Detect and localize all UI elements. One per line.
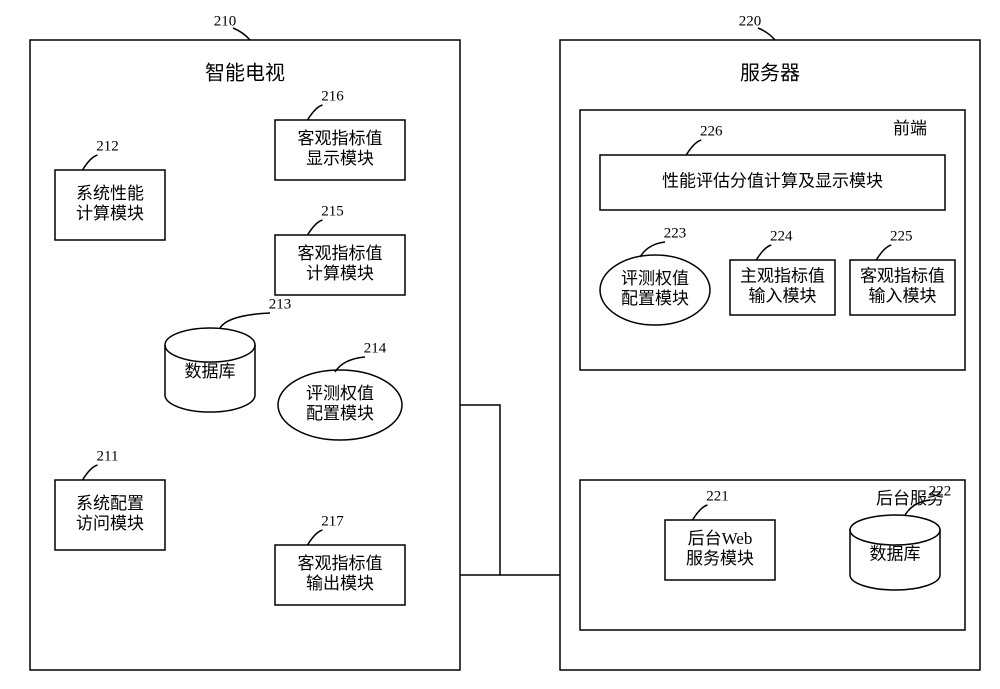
svg-text:评测权值: 评测权值 xyxy=(621,269,689,288)
svg-text:输入模块: 输入模块 xyxy=(749,286,817,305)
svg-text:213: 213 xyxy=(269,296,292,312)
svg-text:数据库: 数据库 xyxy=(185,362,236,381)
svg-text:客观指标值: 客观指标值 xyxy=(298,244,383,263)
svg-text:输入模块: 输入模块 xyxy=(869,286,937,305)
svg-text:225: 225 xyxy=(890,228,913,244)
svg-text:后台Web: 后台Web xyxy=(688,529,753,548)
svg-text:访问模块: 访问模块 xyxy=(76,514,144,533)
svg-text:210: 210 xyxy=(214,13,237,29)
svg-text:服务器: 服务器 xyxy=(740,62,800,85)
svg-text:系统性能: 系统性能 xyxy=(76,184,144,203)
svg-text:222: 222 xyxy=(929,483,952,499)
svg-text:217: 217 xyxy=(321,513,344,529)
svg-text:220: 220 xyxy=(739,13,762,29)
svg-text:智能电视: 智能电视 xyxy=(205,62,285,85)
svg-text:服务模块: 服务模块 xyxy=(686,549,754,568)
svg-text:211: 211 xyxy=(97,448,119,464)
svg-text:评测权值: 评测权值 xyxy=(306,384,374,403)
svg-text:计算模块: 计算模块 xyxy=(306,264,374,283)
svg-text:214: 214 xyxy=(364,340,387,356)
svg-text:前端: 前端 xyxy=(893,119,927,138)
svg-text:配置模块: 配置模块 xyxy=(306,404,374,423)
svg-text:输出模块: 输出模块 xyxy=(306,574,374,593)
svg-text:215: 215 xyxy=(321,203,344,219)
svg-text:客观指标值: 客观指标值 xyxy=(860,266,945,285)
svg-text:客观指标值: 客观指标值 xyxy=(298,554,383,573)
svg-text:配置模块: 配置模块 xyxy=(621,289,689,308)
svg-text:221: 221 xyxy=(706,488,729,504)
svg-text:216: 216 xyxy=(321,88,344,104)
svg-text:显示模块: 显示模块 xyxy=(306,149,374,168)
svg-text:数据库: 数据库 xyxy=(870,544,921,563)
svg-text:212: 212 xyxy=(96,138,119,154)
svg-text:主观指标值: 主观指标值 xyxy=(740,266,825,285)
svg-text:客观指标值: 客观指标值 xyxy=(298,129,383,148)
svg-text:性能评估分值计算及显示模块: 性能评估分值计算及显示模块 xyxy=(662,171,883,190)
svg-text:223: 223 xyxy=(664,225,687,241)
svg-text:226: 226 xyxy=(700,123,723,139)
svg-text:224: 224 xyxy=(770,228,793,244)
svg-text:系统配置: 系统配置 xyxy=(76,494,144,513)
svg-text:计算模块: 计算模块 xyxy=(76,204,144,223)
